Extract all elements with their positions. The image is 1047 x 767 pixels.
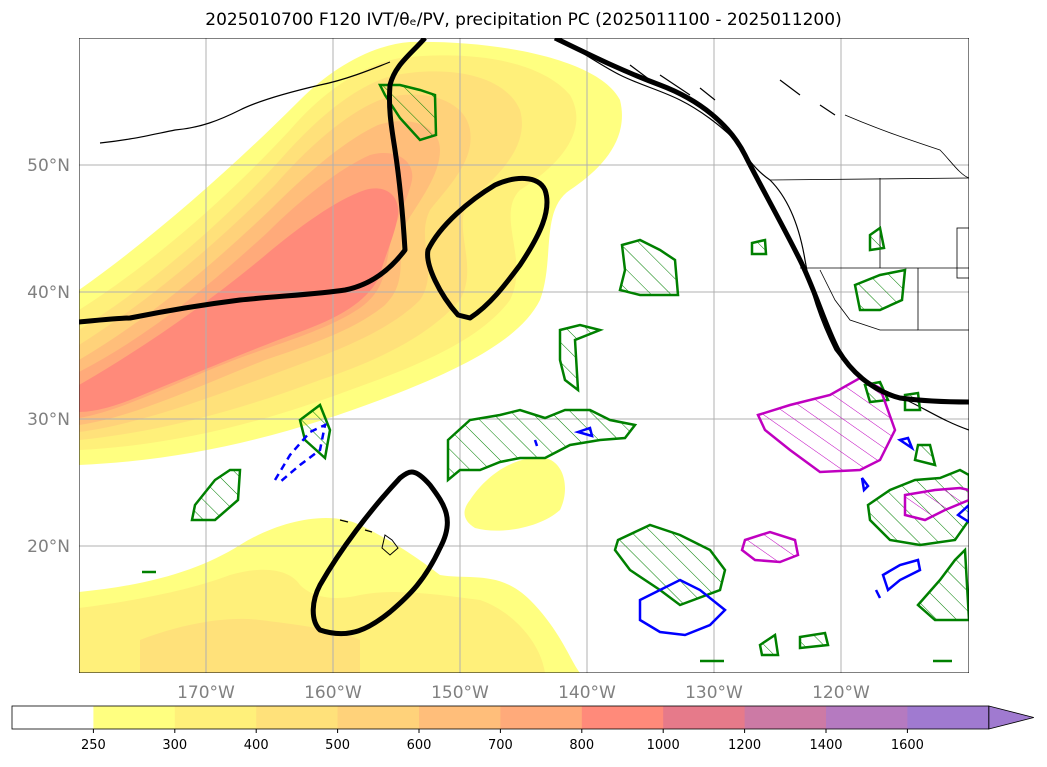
- lon-label-150w: 150°W: [431, 683, 489, 703]
- colorbar-segment: [744, 706, 827, 729]
- colorbar-segment: [500, 706, 583, 729]
- lon-label-130w: 130°W: [685, 683, 743, 703]
- colorbar-segment: [337, 706, 420, 729]
- colorbar-tick-label: 1600: [891, 738, 924, 753]
- precip-magenta-contours: [740, 376, 969, 564]
- colorbar-segment: [93, 706, 176, 729]
- map-title: 2025010700 F120 IVT/θₑ/PV, precipitation…: [205, 10, 842, 30]
- colorbar: 250 300 400 500 600 700 800 1000 1200 1400 1600: [11, 705, 1034, 753]
- colorbar-tick-label: 800: [569, 738, 594, 753]
- colorbar-segment: [256, 706, 339, 729]
- colorbar-segment: [826, 706, 908, 729]
- colorbar-segment: [174, 706, 257, 729]
- lat-label-20n: 20°N: [27, 537, 70, 557]
- colorbar-tick-label: 700: [488, 738, 513, 753]
- colorbar-tick-label: 400: [244, 738, 269, 753]
- ivt-fill-south: [79, 457, 580, 673]
- colorbar-tick-label: 600: [407, 738, 432, 753]
- lon-label-120w: 120°W: [812, 683, 870, 703]
- lon-label-170w: 170°W: [177, 683, 235, 703]
- lon-label-140w: 140°W: [558, 683, 616, 703]
- precip-blue-contours: [273, 422, 969, 637]
- colorbar-ticks: 250 300 400 500 600 700 800 1000 1200 1400 1600: [81, 729, 924, 753]
- longitude-labels: 170°W 160°W 150°W 140°W 130°W 120°W: [177, 683, 870, 703]
- map-area: [79, 38, 969, 673]
- colorbar-segment: [12, 706, 94, 729]
- colorbar-segments: [11, 705, 1034, 730]
- colorbar-tick-label: 1000: [647, 738, 680, 753]
- lat-label-30n: 30°N: [27, 410, 70, 430]
- colorbar-tick-label: 1400: [809, 738, 842, 753]
- colorbar-segment: [907, 706, 990, 729]
- lat-label-50n: 50°N: [27, 156, 70, 176]
- colorbar-extend-arrow: [988, 705, 1034, 730]
- latitude-labels: 50°N 40°N 30°N 20°N: [27, 156, 70, 557]
- colorbar-segment: [581, 706, 664, 729]
- ivt-fill-main: [79, 41, 622, 465]
- lon-label-160w: 160°W: [304, 683, 362, 703]
- colorbar-segment: [419, 706, 501, 729]
- colorbar-tick-label: 300: [162, 738, 187, 753]
- pv-black-contours: [79, 38, 969, 637]
- colorbar-tick-label: 500: [325, 738, 350, 753]
- colorbar-tick-label: 1200: [728, 738, 761, 753]
- colorbar-segment: [663, 706, 746, 729]
- colorbar-tick-label: 250: [81, 738, 106, 753]
- lat-label-40n: 40°N: [27, 283, 70, 303]
